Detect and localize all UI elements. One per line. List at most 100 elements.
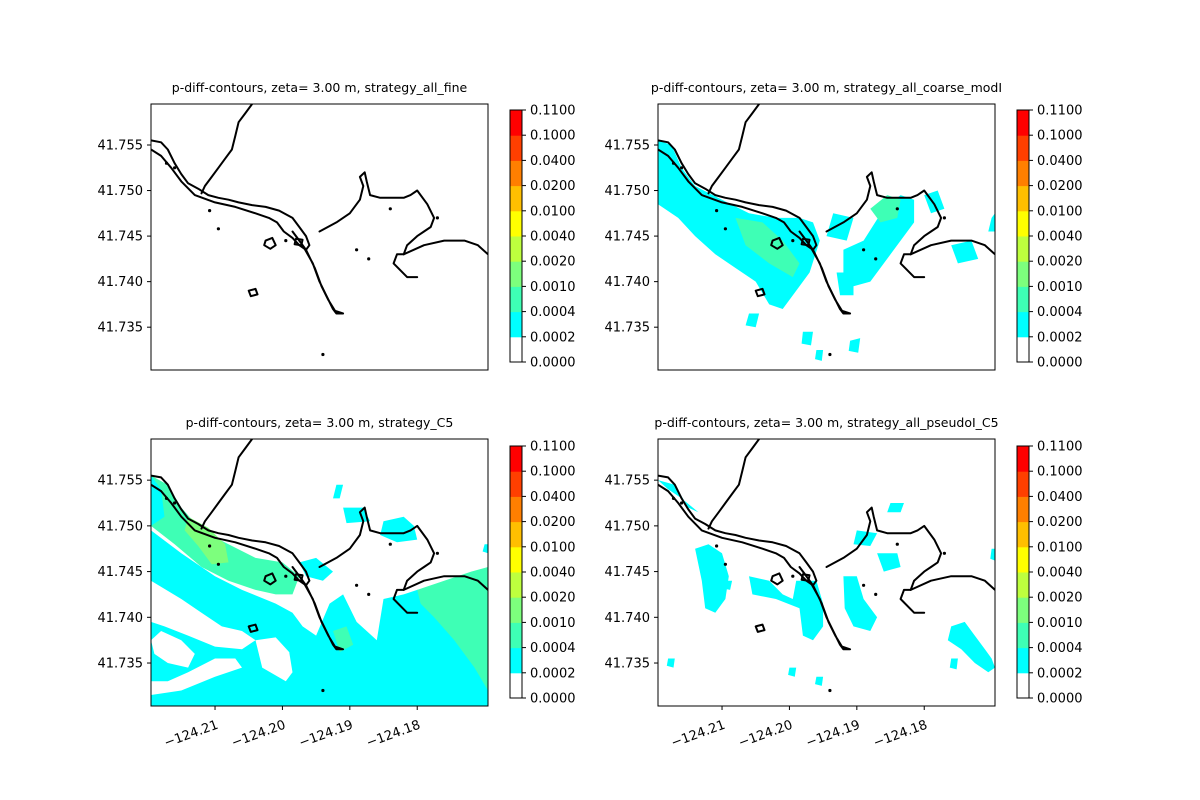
colorbar-tick-label: 0.0000 (530, 692, 576, 707)
colorbar-segment-5 (1017, 546, 1029, 573)
coastline-dot-6 (874, 592, 878, 597)
y-tick-label: 41.755 (98, 138, 144, 153)
colorbar-tick-label: 0.0020 (1037, 255, 1083, 270)
colorbar-segment-2 (510, 622, 522, 649)
colorbar-segment-8 (1017, 135, 1029, 161)
colorbar-tick-label: 0.0004 (1037, 641, 1083, 656)
colorbar-tick-label: 0.0010 (1037, 616, 1083, 631)
coastline-dot-1 (680, 166, 684, 170)
colorbar-segment-6 (1017, 521, 1029, 548)
contour-region-3 (843, 576, 878, 631)
colorbar: 0.0000 0.0002 0.0004 0.0010 0.0020 0.0040 0.01… (1016, 440, 1083, 707)
y-tick-label: 41.745 (605, 230, 651, 245)
panel-4: p-diff-contours, zeta= 3.00 m, strategy_… (605, 415, 1083, 751)
colorbar-tick-label: 0.0002 (1037, 666, 1083, 681)
coastline-island-2 (293, 573, 304, 582)
plot-background (151, 104, 488, 370)
coastline-dot-7 (435, 551, 439, 555)
x-tick-label: −124.19 (804, 718, 862, 751)
coastline-island-1 (754, 623, 766, 633)
y-tick-label: 41.750 (605, 519, 651, 534)
coastline-dot-8 (388, 207, 392, 211)
colorbar-segment-3 (510, 261, 522, 287)
axes-frame (657, 103, 996, 371)
coastline-jetty (798, 566, 852, 651)
colorbar-tick-label: 0.1100 (530, 104, 576, 119)
colorbar-segment-7 (510, 160, 522, 187)
coastline-dot-5 (862, 248, 866, 252)
colorbar-segment-3 (1017, 261, 1029, 287)
coastline-dot-8 (388, 542, 392, 546)
chart-title: p-diff-contours, zeta= 3.00 m, strategy_… (186, 415, 454, 430)
x-tick-label: −124.21 (669, 718, 727, 751)
coastline-dot-9 (284, 239, 288, 243)
contour-region-11 (815, 676, 824, 686)
coastline-island-0 (770, 236, 784, 250)
coastline-island-1 (247, 623, 259, 633)
contour-region-9 (666, 658, 675, 668)
axes-frame (150, 438, 489, 707)
panel-1: p-diff-contours, zeta= 3.00 m, strategy_… (98, 80, 576, 371)
colorbar-segment-7 (1017, 496, 1029, 523)
colorbar-tick-label: 0.0002 (530, 330, 576, 345)
colorbar-segment-4 (1017, 236, 1029, 262)
contour-region-2 (151, 631, 195, 668)
colorbar-segment-5 (510, 210, 522, 237)
contour-region-9 (151, 475, 165, 526)
coastline-dot-6 (874, 257, 878, 261)
colorbar-segment-0 (510, 336, 522, 363)
coastline-east-shore (402, 239, 488, 256)
coastline-jetty (798, 230, 852, 315)
contour-region-4 (877, 553, 901, 572)
colorbar-segment-9 (1017, 110, 1029, 136)
coastline-dot-2 (715, 209, 719, 213)
colorbar-segment-5 (1017, 210, 1029, 237)
axes-frame (150, 103, 489, 371)
colorbar-segment-8 (510, 471, 522, 497)
coastline-dot-9 (791, 239, 795, 243)
contour-region-3 (870, 195, 901, 223)
y-tick-label: 41.755 (605, 138, 651, 153)
coastline-east-shore (909, 239, 995, 256)
contour-region-7 (951, 240, 979, 264)
coastline-dot-3 (723, 562, 728, 566)
contour-region-7 (417, 567, 488, 691)
colorbar-segment-9 (510, 446, 522, 472)
chart-title: p-diff-contours, zeta= 3.00 m, strategy_… (172, 80, 468, 95)
contour-region-1 (695, 544, 729, 613)
contour-region-12 (720, 580, 733, 590)
colorbar: 0.0000 0.0002 0.0004 0.0010 0.0020 0.0040 0.01… (509, 104, 576, 371)
coastline-dot-2 (208, 544, 212, 548)
chart-title: p-diff-contours, zeta= 3.00 m, strategy_… (651, 80, 1002, 95)
colorbar-tick-label: 0.0200 (1037, 179, 1083, 194)
y-tick-label: 41.745 (98, 565, 144, 580)
y-tick-label: 41.755 (605, 474, 651, 489)
x-tick-label: −124.20 (230, 718, 288, 751)
y-tick-label: 41.735 (98, 321, 144, 336)
coastline-river (200, 104, 254, 195)
colorbar-segment-1 (510, 647, 522, 674)
coastline-east-shore (909, 575, 995, 591)
coastline-dot-5 (355, 583, 359, 587)
y-tick-label: 41.750 (98, 184, 144, 199)
coastline-dot-0 (164, 161, 169, 165)
colorbar-tick-label: 0.0200 (1037, 515, 1083, 530)
colorbar-segment-1 (510, 311, 522, 338)
coastline-island-2 (800, 573, 811, 582)
coastline-dot-4 (828, 688, 832, 693)
coastline-dot-9 (791, 574, 795, 578)
colorbar-tick-label: 0.0000 (1037, 692, 1083, 707)
contour-region-5 (151, 475, 300, 595)
contour-region-5 (836, 272, 854, 296)
colorbar-segment-6 (1017, 185, 1029, 212)
coastline-island-0 (263, 572, 277, 586)
colorbar-tick-label: 0.0040 (1037, 566, 1083, 581)
colorbar-tick-label: 0.0100 (1037, 540, 1083, 555)
coastline-dot-2 (208, 209, 212, 213)
coastline-river (707, 439, 761, 530)
colorbar-tick-label: 0.0002 (1037, 330, 1083, 345)
colorbar-tick-label: 0.1000 (1037, 129, 1083, 144)
colorbar-segment-6 (510, 185, 522, 212)
colorbar-tick-label: 0.0040 (1037, 230, 1083, 245)
